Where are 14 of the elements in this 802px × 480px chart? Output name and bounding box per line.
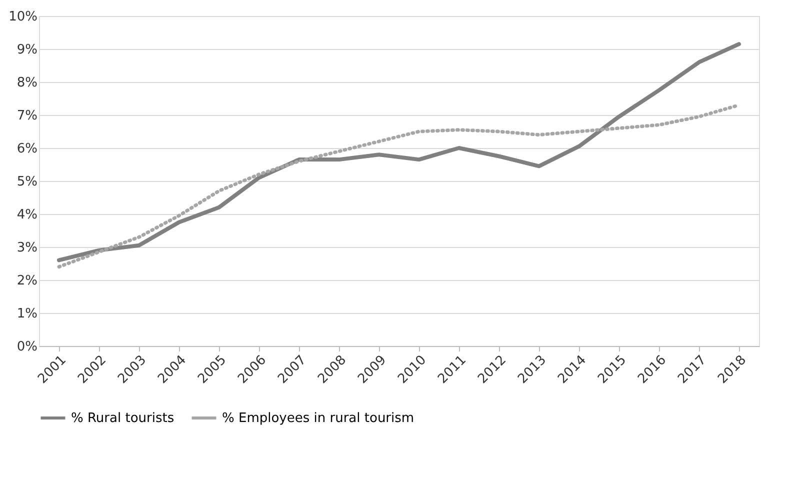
y-tick-label: 0% [16,340,38,354]
legend-label: % Rural tourists [71,411,174,426]
y-tick-label: 6% [16,142,38,156]
y-tick-label: 2% [16,274,38,288]
y-tick-label: 8% [16,76,38,90]
y-tick-label: 5% [16,174,38,190]
y-tick-label: 4% [16,208,38,222]
y-tick-label: 9% [16,42,38,58]
legend-label: % Employees in rural tourism [222,411,414,426]
y-tick-label: 7% [16,108,38,124]
y-tick-label: 3% [16,240,38,256]
y-tick-label: 10% [8,10,38,24]
line-series [57,42,741,262]
y-tick-label: 1% [16,306,38,322]
